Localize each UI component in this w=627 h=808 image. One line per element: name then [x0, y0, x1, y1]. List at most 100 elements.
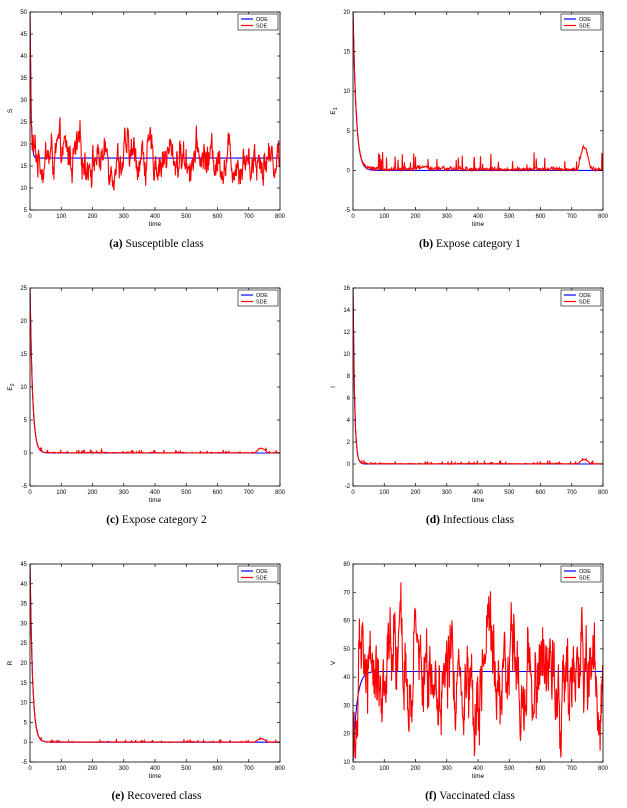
legend-label-sde: SDE	[256, 24, 268, 30]
caption-tag: (b)	[419, 238, 434, 250]
legend-label-ode: ODE	[256, 293, 268, 299]
chart-expose-2: 0 100 200 300 400 500 600 700 800-50510152025tim…	[7, 286, 286, 504]
legend-label-ode: ODE	[256, 569, 268, 575]
x-tick-label: 500	[504, 490, 515, 496]
y-tick-label: 20	[20, 319, 27, 325]
series-ode-line	[30, 564, 280, 743]
plot-area	[30, 564, 280, 745]
plot-frame	[29, 11, 281, 211]
y-tick-label: 15	[343, 50, 350, 56]
x-tick-label: 700	[244, 214, 255, 220]
x-tick-label: 300	[119, 490, 130, 496]
x-tick-label: 600	[212, 490, 223, 496]
chart-panel-expose-1: 0 100 200 300 400 500 600 700 800 -5 0 5 10 15 20 time E…	[313, 0, 627, 262]
y-tick-label: 50	[343, 647, 350, 653]
plot-area	[353, 288, 603, 466]
chart-infectious: 0 100 200 300 400 500 600 700 800-20246810121416…	[330, 286, 609, 504]
y-tick-label: 30	[343, 703, 350, 709]
x-tick-label: 200	[87, 766, 98, 772]
x-tick-label: 500	[181, 766, 192, 772]
chart-panel-expose-2: 0 100 200 300 400 500 600 700 800 -5 0 5 10 15 20 25 tim…	[0, 276, 313, 538]
x-tick-label: 700	[244, 766, 255, 772]
y-tick-label: -5	[22, 484, 28, 490]
y-tick-label: 50	[20, 10, 27, 16]
y-tick-label: 16	[343, 286, 350, 292]
x-tick-label: 100	[56, 214, 67, 220]
y-tick-label: 70	[343, 590, 350, 596]
x-tick-label: 700	[567, 490, 578, 496]
plot-frame	[29, 563, 281, 763]
y-tick-label: 40	[20, 582, 27, 588]
x-tick-label: 0	[28, 214, 32, 220]
y-tick-label: 20	[20, 661, 27, 667]
y-tick-label: 20	[343, 732, 350, 738]
x-tick-label: 200	[410, 214, 421, 220]
y-tick-label: 12	[343, 330, 350, 336]
x-tick-label: 0	[351, 766, 355, 772]
y-tick-label: 5	[24, 720, 28, 726]
plot-area	[353, 12, 603, 173]
x-axis-label: time	[149, 221, 162, 228]
x-tick-label: 400	[150, 766, 161, 772]
y-tick-label: 15	[20, 352, 27, 358]
x-tick-label: 300	[119, 766, 130, 772]
y-tick-label: -5	[22, 760, 28, 766]
x-tick-label: 800	[598, 766, 609, 772]
caption-recovered: (e) Recovered class	[0, 790, 313, 802]
y-tick-label: 40	[20, 54, 27, 60]
x-tick-label: 500	[504, 766, 515, 772]
series-ode-line	[353, 670, 603, 762]
y-tick-label: 5	[24, 208, 28, 214]
caption-susceptible: (a) Susceptible class	[0, 238, 313, 250]
x-tick-label: 300	[442, 766, 453, 772]
caption-text: Infectious class	[442, 514, 515, 526]
caption-text: Expose category 1	[435, 238, 521, 250]
x-tick-label: 800	[275, 214, 286, 220]
y-tick-label: 15	[20, 681, 27, 687]
x-tick-label: 400	[150, 490, 161, 496]
y-tick-label: 4	[347, 418, 351, 424]
legend-label-ode: ODE	[579, 17, 591, 23]
series-sde-line	[30, 288, 280, 455]
x-tick-label: 600	[212, 214, 223, 220]
x-tick-label: 300	[119, 214, 130, 220]
y-tick-label: 20	[343, 10, 350, 16]
y-tick-label: 20	[20, 142, 27, 148]
x-axis-label: time	[149, 497, 162, 504]
legend-label-ode: ODE	[256, 17, 268, 23]
x-tick-label: 800	[275, 490, 286, 496]
x-tick-label: 200	[87, 214, 98, 220]
legend-label-sde: SDE	[579, 576, 591, 582]
y-axis-label: E1	[330, 107, 339, 114]
x-tick-label: 400	[150, 214, 161, 220]
series-sde-line	[30, 12, 280, 191]
y-tick-label: 10	[20, 701, 27, 707]
y-tick-label: 10	[343, 760, 350, 766]
y-tick-label: 6	[347, 396, 351, 402]
caption-text: Recovered class	[127, 790, 202, 802]
x-tick-label: 200	[410, 766, 421, 772]
legend-label-sde: SDE	[579, 300, 591, 306]
x-tick-label: 600	[212, 766, 223, 772]
x-tick-label: 700	[244, 490, 255, 496]
x-tick-label: 200	[410, 490, 421, 496]
y-tick-label: -2	[345, 484, 351, 490]
chart-panel-vaccinated: 0 100 200 300 400 500 600 700 800 10 20 30 40 50 60 70 8…	[313, 552, 627, 808]
x-tick-label: 800	[598, 490, 609, 496]
y-tick-label: 2	[347, 440, 351, 446]
series-ode-line	[353, 288, 603, 465]
x-tick-label: 600	[535, 766, 546, 772]
chart-vaccinated: 0 100 200 300 400 500 600 700 800 10 20 30 40 50 60 70 8…	[330, 562, 609, 780]
x-tick-label: 0	[351, 490, 355, 496]
caption-tag: (e)	[111, 790, 125, 802]
x-tick-label: 400	[473, 766, 484, 772]
y-axis-label: E2	[7, 383, 16, 390]
series-ode-line	[30, 12, 280, 159]
y-tick-label: 0	[347, 462, 351, 468]
caption-expose-1: (b) Expose category 1	[313, 238, 627, 250]
y-tick-label: 25	[20, 120, 27, 126]
plot-frame	[352, 287, 604, 487]
plot-area	[30, 12, 280, 191]
